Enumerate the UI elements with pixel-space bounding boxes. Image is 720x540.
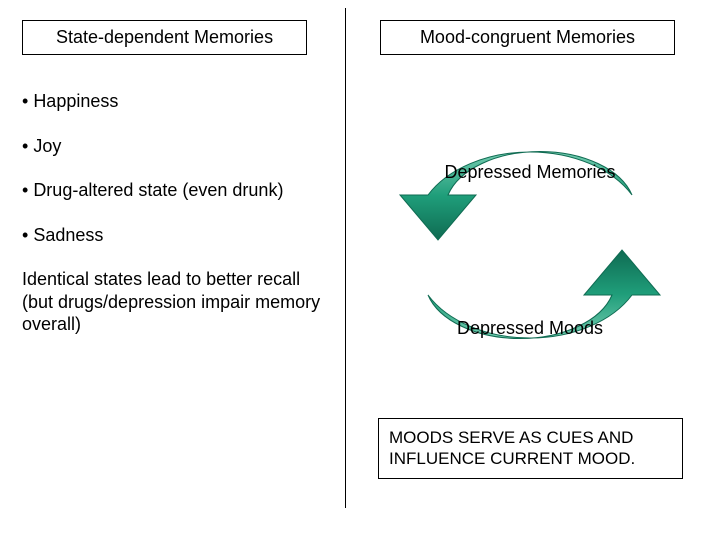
vertical-divider xyxy=(345,8,346,508)
left-title-box: State-dependent Memories xyxy=(22,20,307,55)
cycle-diagram: Depressed Memories Depressed Moods xyxy=(370,100,690,390)
bullet-text: Drug-altered state (even drunk) xyxy=(33,180,283,200)
cycle-arrows-svg xyxy=(370,100,690,390)
summary-text: Identical states lead to better recall (… xyxy=(22,268,322,336)
bullet-text: Joy xyxy=(33,136,61,156)
cycle-bottom-label: Depressed Moods xyxy=(370,318,690,339)
bullet-list: • Happiness • Joy • Drug-altered state (… xyxy=(22,90,322,336)
bullet-item: • Happiness xyxy=(22,90,322,113)
bullet-text: Sadness xyxy=(33,225,103,245)
right-title-box: Mood-congruent Memories xyxy=(380,20,675,55)
bullet-item: • Sadness xyxy=(22,224,322,247)
bullet-item: • Joy xyxy=(22,135,322,158)
bullet-text: Happiness xyxy=(33,91,118,111)
cycle-top-label: Depressed Memories xyxy=(370,162,690,183)
footer-box: MOODS SERVE AS CUES AND INFLUENCE CURREN… xyxy=(378,418,683,479)
bullet-item: • Drug-altered state (even drunk) xyxy=(22,179,322,202)
